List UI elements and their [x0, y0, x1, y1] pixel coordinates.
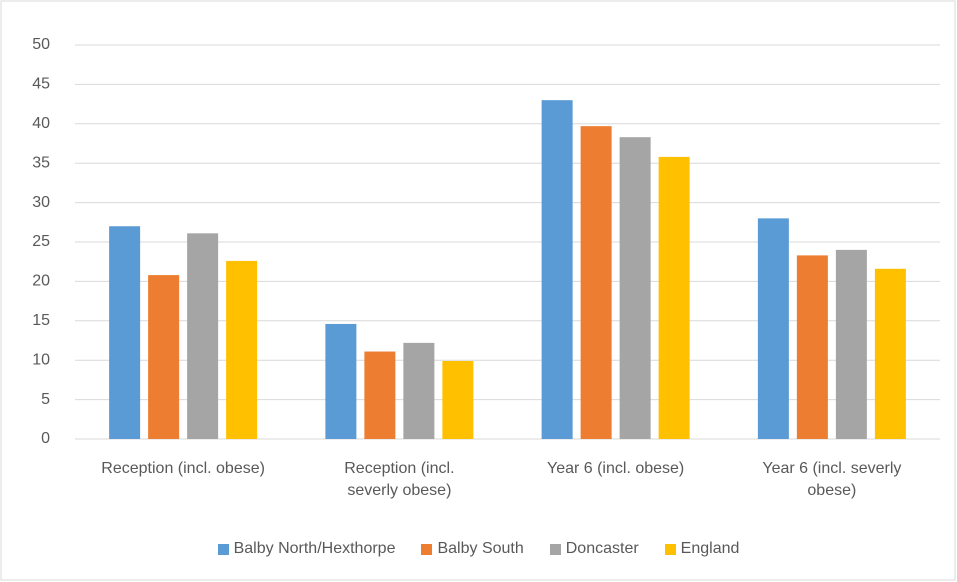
x-tick-label: Reception (incl. obese) [101, 460, 265, 477]
bar [187, 233, 219, 439]
bar [148, 275, 180, 439]
x-tick-label: Year 6 (incl. obese) [546, 460, 685, 477]
y-tick-label: 40 [32, 115, 50, 132]
bar [541, 100, 573, 439]
y-tick-label: 20 [32, 273, 50, 290]
bar [364, 351, 396, 439]
bar [757, 218, 789, 439]
bar [580, 126, 612, 439]
y-tick-label: 10 [32, 351, 50, 368]
legend: Balby North/Hexthorpe Balby South Doncaste… [0, 540, 957, 558]
legend-item: Balby North/Hexthorpe [217, 540, 396, 558]
y-tick-label: 15 [32, 312, 50, 329]
bar [796, 255, 828, 439]
y-tick-label: 45 [32, 76, 50, 93]
x-tick-label: Reception (incl. severly obese) [344, 460, 455, 499]
y-tick-label: 50 [32, 36, 50, 53]
y-tick-label: 5 [41, 391, 50, 408]
bar [325, 323, 357, 439]
legend-item: Balby South [421, 540, 524, 558]
bar [109, 226, 141, 439]
legend-label: England [680, 540, 740, 557]
legend-item: England [664, 540, 740, 558]
y-tick-label: 0 [41, 430, 50, 447]
y-tick-label: 25 [32, 233, 50, 250]
bar [619, 137, 651, 440]
bar [403, 342, 435, 439]
bar [835, 249, 867, 439]
legend-swatch [421, 543, 433, 555]
legend-label: Doncaster [565, 540, 639, 557]
bar [874, 268, 906, 439]
legend-swatch [217, 543, 229, 555]
legend-item: Doncaster [549, 540, 639, 558]
legend-swatch [664, 543, 676, 555]
bar [442, 360, 474, 439]
legend-label: Balby South [437, 540, 524, 557]
x-tick-label: Year 6 (incl. severly obese) [762, 460, 902, 499]
y-tick-label: 30 [32, 194, 50, 211]
bar [658, 156, 690, 439]
legend-swatch [549, 543, 561, 555]
y-tick-label: 35 [32, 154, 50, 171]
bar [226, 260, 258, 439]
legend-label: Balby North/Hexthorpe [233, 540, 396, 557]
